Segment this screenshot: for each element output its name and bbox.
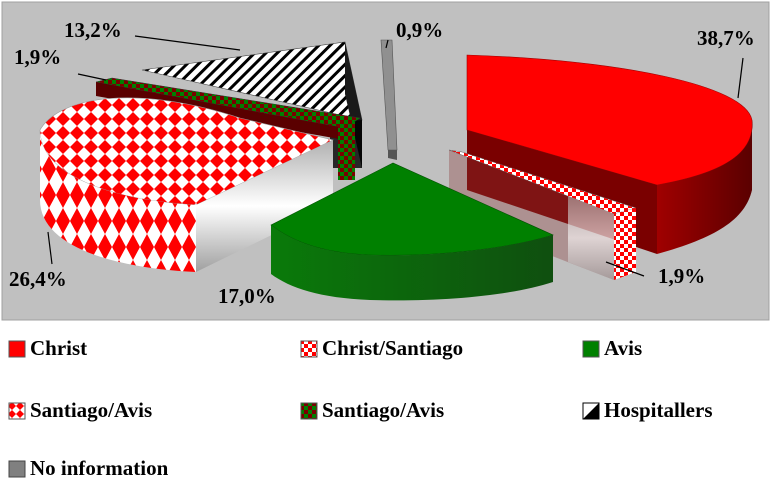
label-christ-santiago: 1,9%: [658, 264, 705, 288]
leader-lines: [47, 35, 744, 277]
legend-item-christ-santiago: Christ/Santiago: [300, 336, 463, 361]
legend-swatch-christ: [8, 340, 26, 357]
legend-label-no-information: No information: [30, 456, 169, 480]
legend-swatch-no-information: [8, 460, 26, 477]
slice-santiago-avis-diamond: [39, 97, 334, 272]
label-santiago-avis-diamond: 26,4%: [9, 267, 67, 291]
legend-item-no-information: No information: [8, 456, 168, 481]
legend-label-christ: Christ: [30, 336, 88, 360]
legend-item-santiago-avis-diamond: Santiago/Avis: [8, 398, 152, 423]
pie-chart: 38,7% 13,2% 1,9% 0,9% 1,9% 17,0% 26,4%: [1, 1, 770, 321]
slice-santiago-avis-green: [95, 77, 361, 180]
slice-avis: [270, 162, 554, 301]
legend-swatch-santiago-avis-diamond: [8, 402, 26, 419]
legend-swatch-santiago-avis-green: [300, 402, 318, 419]
label-santiago-avis-green: 1,9%: [14, 45, 61, 69]
legend-label-santiago-avis-green: Santiago/Avis: [322, 398, 445, 422]
legend: Christ Christ/Santiago Avis Santiago/Avi…: [0, 322, 771, 482]
legend-label-christ-santiago: Christ/Santiago: [322, 336, 464, 360]
legend-label-hospitallers: Hospitallers: [604, 398, 713, 422]
legend-item-hospitallers: Hospitallers: [582, 398, 713, 423]
legend-swatch-avis: [582, 340, 600, 357]
legend-item-santiago-avis-green: Santiago/Avis: [300, 398, 444, 423]
label-christ: 38,7%: [697, 26, 755, 50]
legend-label-santiago-avis-diamond: Santiago/Avis: [30, 398, 153, 422]
legend-swatch-hospitallers: [582, 402, 600, 419]
label-no-information: 0,9%: [396, 18, 443, 42]
legend-item-christ: Christ: [8, 336, 87, 361]
slice-no-information: [380, 39, 398, 160]
label-hospitallers: 13,2%: [64, 18, 122, 42]
legend-item-avis: Avis: [582, 336, 642, 361]
legend-swatch-christ-santiago: [300, 340, 318, 357]
legend-label-avis: Avis: [604, 336, 643, 360]
label-avis: 17,0%: [218, 284, 276, 308]
slice-christ-santiago: [448, 149, 637, 280]
